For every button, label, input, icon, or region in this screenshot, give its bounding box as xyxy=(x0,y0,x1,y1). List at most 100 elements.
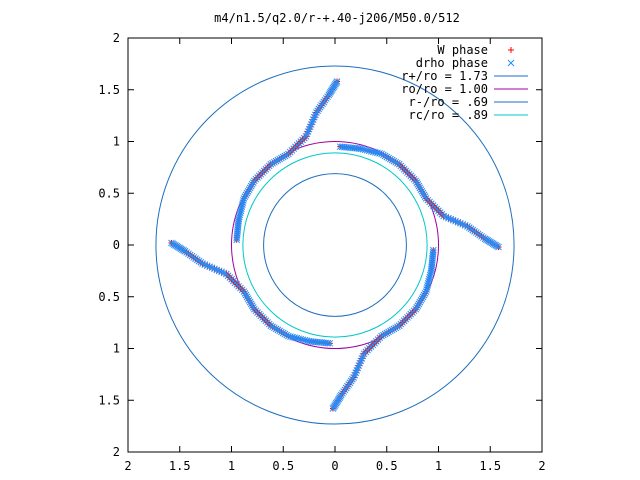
legend-label: W phase xyxy=(437,43,488,57)
reference-circle-2 xyxy=(231,141,439,349)
drho-phase-point xyxy=(367,147,375,155)
drho-phase-point xyxy=(387,155,394,163)
drho-phase-point xyxy=(419,189,427,197)
tick-marks: 2 1.5 1 0.5 0 0.5 1 1.5 221.510.500.511.52 xyxy=(98,31,545,473)
reference-circle-4 xyxy=(242,152,428,338)
drho-phase-point xyxy=(295,335,303,343)
drho-phase-point xyxy=(421,289,429,297)
drho-phase-point xyxy=(363,146,371,154)
drho-phase-point xyxy=(416,184,424,192)
drho-phase-point xyxy=(291,334,298,341)
drho-phase-point xyxy=(394,323,401,331)
y-tick-label: 1 xyxy=(113,342,120,356)
drho-phase-point xyxy=(243,189,251,197)
drho-phase-point xyxy=(333,78,341,85)
drho-phase-point xyxy=(278,328,285,336)
drho-phase-point xyxy=(281,152,289,160)
legend-label: ro/ro = 1.00 xyxy=(401,82,488,96)
drho-phase-point xyxy=(378,150,385,158)
drho-phase-point xyxy=(376,150,383,157)
drho-phase-point xyxy=(423,286,430,293)
drho-phase-point xyxy=(276,327,283,335)
drho-phase-point xyxy=(388,156,396,164)
drho-phase-point xyxy=(414,180,422,188)
x-tick-label: 1.5 xyxy=(169,459,191,473)
drho-phase-point xyxy=(385,154,392,162)
drho-phase-point xyxy=(416,298,424,306)
drho-phase-point xyxy=(241,289,249,297)
y-tick-label: 1 xyxy=(113,135,120,149)
drho-phase-point xyxy=(390,325,398,333)
x-tick-label: 1 xyxy=(228,459,235,473)
drho-phase-point xyxy=(293,334,301,342)
x-tick-label: 0.5 xyxy=(272,459,294,473)
drho-phase-point xyxy=(423,284,431,291)
legend-label: drho phase xyxy=(416,56,488,70)
drho-phase-point xyxy=(272,157,280,165)
drho-phase-point xyxy=(385,328,392,336)
drho-phase-point xyxy=(299,336,307,344)
drho-phase-point xyxy=(395,322,403,330)
drho-phase-point xyxy=(379,151,387,159)
reference-circle-1 xyxy=(155,65,515,425)
drho-phase-point xyxy=(269,323,276,331)
legend-marker xyxy=(507,59,515,67)
drho-phase-point xyxy=(303,337,311,345)
drho-phase-point xyxy=(238,203,246,211)
drho-phase-point xyxy=(285,332,292,340)
drho-phase-point xyxy=(270,324,278,332)
drho-phase-point xyxy=(424,282,431,289)
drho-phase-point xyxy=(237,205,245,213)
drho-phase-point xyxy=(279,329,287,337)
drho-phase-point xyxy=(379,331,387,339)
drho-phase-point xyxy=(248,302,256,310)
drho-phase-point xyxy=(357,145,365,153)
drho-phase-point xyxy=(329,405,337,412)
drho-phase-point xyxy=(244,295,252,302)
drho-phase-point xyxy=(420,191,428,199)
drho-phase-point xyxy=(413,304,421,311)
drho-phase-point xyxy=(245,186,253,193)
drho-phase-point xyxy=(289,333,296,341)
drho-phase-point xyxy=(381,152,389,160)
reference-circle-3 xyxy=(263,173,407,317)
x-tick-label: 2 xyxy=(538,459,545,473)
drho-phase-point xyxy=(267,160,275,168)
drho-phase-point xyxy=(372,149,379,156)
drho-phase-point xyxy=(236,211,244,219)
drho-phase-point xyxy=(394,159,401,167)
data-points xyxy=(168,78,502,412)
legend-label: rc/ro = .89 xyxy=(409,108,488,122)
drho-phase-point xyxy=(301,336,309,344)
drho-phase-point xyxy=(425,277,433,285)
drho-phase-point xyxy=(279,153,287,161)
drho-phase-point xyxy=(427,269,435,277)
drho-phase-point xyxy=(420,291,428,299)
drho-phase-point xyxy=(237,207,245,215)
drho-phase-point xyxy=(276,155,283,163)
y-tick-label: 0.5 xyxy=(98,186,120,200)
drho-phase-point xyxy=(421,193,429,201)
drho-phase-point xyxy=(426,273,434,281)
drho-phase-point xyxy=(425,275,433,283)
drho-phase-point xyxy=(278,154,285,162)
drho-phase-point xyxy=(243,293,251,301)
drho-phase-point xyxy=(283,151,291,159)
drho-phase-point xyxy=(381,330,389,338)
drho-phase-point xyxy=(419,293,427,301)
x-tick-label: 2 xyxy=(124,459,131,473)
drho-phase-point xyxy=(272,325,280,333)
drho-phase-point xyxy=(305,337,313,345)
y-tick-label: 2 xyxy=(113,445,120,459)
drho-phase-point xyxy=(248,180,256,188)
drho-phase-point xyxy=(247,300,255,308)
drho-phase-point xyxy=(250,305,258,313)
drho-phase-point xyxy=(236,209,244,217)
drho-phase-point xyxy=(239,201,246,208)
legend-label: r-/ro = .69 xyxy=(409,95,488,109)
drho-phase-point xyxy=(365,147,373,155)
drho-phase-point xyxy=(424,279,432,287)
chart-title: m4/n1.5/q2.0/r-+.40-j206/M50.0/512 xyxy=(214,11,460,25)
